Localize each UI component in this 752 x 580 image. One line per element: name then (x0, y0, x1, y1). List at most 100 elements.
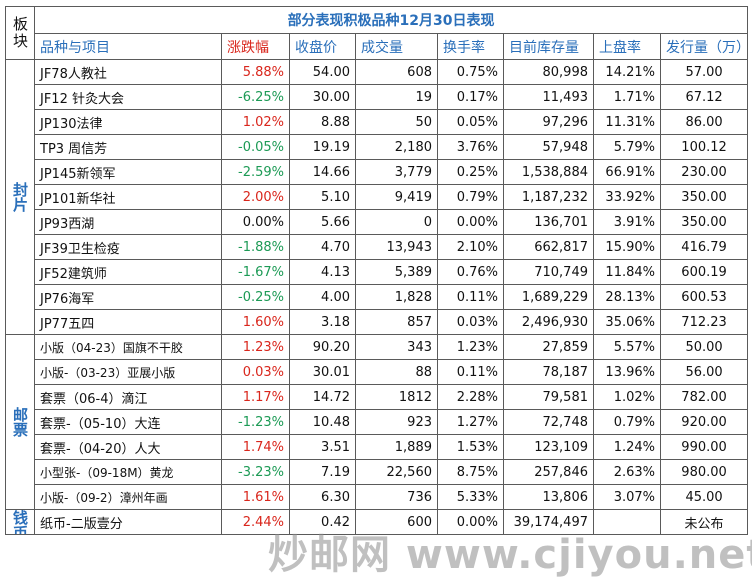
table-title: 部分表现积极品种12月30日表现 (33, 6, 749, 34)
close-cell: 6.30 (289, 484, 356, 510)
section-label: 封片 (5, 59, 35, 335)
stock-cell: 710,749 (503, 259, 594, 285)
table-row: JF52建筑师 -1.67% 4.13 5,389 0.76% 710,749 11.84%… (6, 259, 749, 285)
listing-cell: 1.71% (593, 84, 661, 110)
table-row: 套票-（05-10）大连 -1.23% 10.48 923 1.27% 72,748 0.7… (6, 409, 749, 435)
change-cell: 1.60% (221, 309, 290, 335)
item-name: JF39卫生检疫 (34, 234, 222, 260)
change-cell: -1.23% (221, 409, 290, 435)
item-name: 套票（06-4）滴江 (34, 384, 222, 410)
listing-cell: 11.84% (593, 259, 661, 285)
listing-cell: 28.13% (593, 284, 661, 310)
volume-cell: 13,943 (355, 234, 438, 260)
volume-cell: 0 (355, 209, 438, 235)
listing-cell: 13.96% (593, 359, 661, 385)
stamp-market-table: 板块 部分表现积极品种12月30日表现 品种与项目 涨跌幅 收盘价 成交量 换手… (5, 6, 749, 535)
issue-cell: 980.00 (659, 459, 749, 485)
change-cell: 0.03% (221, 359, 290, 385)
issue-cell: 50.00 (659, 334, 749, 360)
column-headers: 品种与项目 涨跌幅 收盘价 成交量 换手率 目前库存量 上盘率 发行量（万） (6, 33, 749, 60)
change-cell: 1.74% (221, 434, 290, 460)
item-name: JF12 针灸大会 (34, 84, 222, 110)
item-name: JP101新华社 (34, 184, 222, 210)
listing-cell: 1.02% (593, 384, 661, 410)
volume-cell: 1812 (355, 384, 438, 410)
item-name: 套票-（05-10）大连 (34, 409, 222, 435)
listing-cell: 11.31% (593, 109, 661, 135)
issue-cell: 57.00 (659, 59, 749, 85)
change-cell: 1.17% (221, 384, 290, 410)
table-row: JP77五四 1.60% 3.18 857 0.03% 2,496,930 35.06% 71… (6, 309, 749, 335)
table-row: 封片 JF78人教社 5.88% 54.00 608 0.75% 80,998 14.21% 5… (5, 59, 749, 335)
stock-cell: 79,581 (503, 384, 594, 410)
stock-cell: 13,806 (503, 484, 594, 510)
item-name: 套票-（04-20）人大 (34, 434, 222, 460)
close-cell: 0.42 (289, 509, 356, 535)
issue-cell: 100.12 (659, 134, 749, 160)
change-cell: 1.02% (221, 109, 290, 135)
section-label: 邮票 (5, 334, 35, 510)
listing-cell: 5.57% (593, 334, 661, 360)
close-cell: 30.00 (289, 84, 356, 110)
change-cell: 1.23% (221, 334, 290, 360)
table-row: 套票（06-4）滴江 1.17% 14.72 1812 2.28% 79,581 1.02%… (6, 384, 749, 410)
volume-cell: 3,779 (355, 159, 438, 185)
stock-cell: 1,538,884 (503, 159, 594, 185)
table-row: 小型张-（09-18M）黄龙 -3.23% 7.19 22,560 8.75% 257,8… (6, 459, 749, 485)
change-cell: -0.05% (221, 134, 290, 160)
listing-cell: 3.07% (593, 484, 661, 510)
turnover-cell: 0.05% (437, 109, 504, 135)
change-cell: 2.00% (221, 184, 290, 210)
issue-cell: 600.19 (659, 259, 749, 285)
close-cell: 4.13 (289, 259, 356, 285)
col-header-close: 收盘价 (289, 33, 356, 60)
change-cell: -1.88% (221, 234, 290, 260)
change-cell: -2.59% (221, 159, 290, 185)
turnover-cell: 0.00% (437, 509, 504, 535)
col-header-listing: 上盘率 (593, 33, 661, 60)
item-name: 小型张-（09-18M）黄龙 (34, 459, 222, 485)
block-header: 板块 (5, 6, 35, 60)
turnover-cell: 5.33% (437, 484, 504, 510)
table-row: JP76海军 -0.25% 4.00 1,828 0.11% 1,689,229 28.13… (6, 284, 749, 310)
close-cell: 14.66 (289, 159, 356, 185)
item-name: 小版-（09-2）漳州年画 (34, 484, 222, 510)
turnover-cell: 0.79% (437, 184, 504, 210)
item-name: JP145新领军 (34, 159, 222, 185)
volume-cell: 736 (355, 484, 438, 510)
issue-cell: 45.00 (659, 484, 749, 510)
table-row: JP130法律 1.02% 8.88 50 0.05% 97,296 11.31% 86.00 (6, 109, 749, 135)
turnover-cell: 0.11% (437, 284, 504, 310)
change-cell: 0.00% (221, 209, 290, 235)
section-label: 钱币 (5, 509, 35, 535)
listing-cell: 66.91% (593, 159, 661, 185)
change-cell: -1.67% (221, 259, 290, 285)
item-name: JP130法律 (34, 109, 222, 135)
stock-cell: 11,493 (503, 84, 594, 110)
turnover-cell: 0.76% (437, 259, 504, 285)
close-cell: 4.00 (289, 284, 356, 310)
close-cell: 7.19 (289, 459, 356, 485)
volume-cell: 22,560 (355, 459, 438, 485)
stock-cell: 39,174,497 (503, 509, 594, 535)
volume-cell: 2,180 (355, 134, 438, 160)
col-header-volume: 成交量 (355, 33, 438, 60)
change-cell: 1.61% (221, 484, 290, 510)
table-row: 小版-（09-2）漳州年画 1.61% 6.30 736 5.33% 13,806 3.07… (6, 484, 749, 510)
table-row: 套票-（04-20）人大 1.74% 3.51 1,889 1.53% 123,109 1.… (6, 434, 749, 460)
stock-cell: 123,109 (503, 434, 594, 460)
item-name: 小版-（03-23）亚展小版 (34, 359, 222, 385)
close-cell: 5.66 (289, 209, 356, 235)
col-header-stock: 目前库存量 (503, 33, 594, 60)
item-name: JF52建筑师 (34, 259, 222, 285)
table-row: 小版-（03-23）亚展小版 0.03% 30.01 88 0.11% 78,187 13.… (6, 359, 749, 385)
issue-cell: 990.00 (659, 434, 749, 460)
turnover-cell: 0.03% (437, 309, 504, 335)
volume-cell: 88 (355, 359, 438, 385)
issue-cell: 67.12 (659, 84, 749, 110)
item-name: JF78人教社 (34, 59, 222, 85)
table-row: JP145新领军 -2.59% 14.66 3,779 0.25% 1,538,884 66… (6, 159, 749, 185)
turnover-cell: 1.23% (437, 334, 504, 360)
listing-cell: 33.92% (593, 184, 661, 210)
stock-cell: 57,948 (503, 134, 594, 160)
